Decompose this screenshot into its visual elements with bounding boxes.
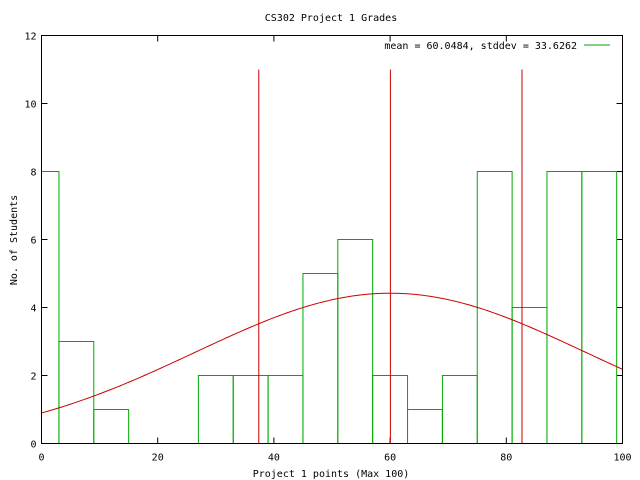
x-tick-label: 20 xyxy=(152,453,164,464)
y-tick-label: 2 xyxy=(30,372,36,383)
y-axis-label: No. of Students xyxy=(9,195,20,285)
x-tick-label: 100 xyxy=(613,453,631,464)
x-tick-label: 80 xyxy=(500,453,512,464)
y-tick-label: 8 xyxy=(30,168,36,179)
x-axis-label: Project 1 points (Max 100) xyxy=(253,469,410,480)
plot-border xyxy=(41,35,623,444)
x-tick-label: 0 xyxy=(38,453,44,464)
y-tick-label: 10 xyxy=(24,100,36,111)
x-tick-label: 40 xyxy=(268,453,280,464)
normal-distribution-curve xyxy=(41,292,623,414)
legend-label: mean = 60.0484, stddev = 33.6262 xyxy=(384,41,577,52)
axis-ticks: 0 20 40 60 80 100 0 2 4 6 8 10 12 xyxy=(24,32,631,464)
y-tick-label: 12 xyxy=(24,32,36,43)
mean-stddev-lines xyxy=(258,69,523,444)
x-tick-label: 60 xyxy=(384,453,396,464)
y-tick-label: 4 xyxy=(30,304,36,315)
y-tick-label: 0 xyxy=(30,440,36,451)
y-tick-label: 6 xyxy=(30,236,36,247)
chart-title: CS302 Project 1 Grades xyxy=(265,13,397,24)
